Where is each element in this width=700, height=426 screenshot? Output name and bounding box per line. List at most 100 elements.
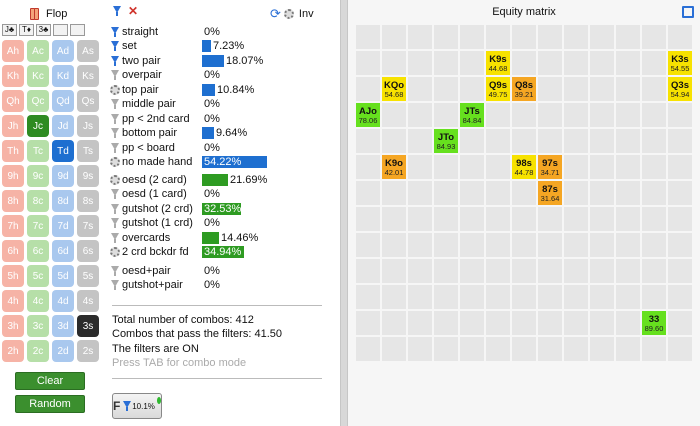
matrix-cell-empty[interactable]: [642, 233, 666, 257]
matrix-cell-empty[interactable]: [486, 103, 510, 127]
matrix-cell-empty[interactable]: [356, 259, 380, 283]
card-Kd[interactable]: Kd: [52, 65, 74, 87]
matrix-cell-empty[interactable]: [590, 129, 614, 153]
matrix-cell-empty[interactable]: [486, 155, 510, 179]
matrix-cell-empty[interactable]: [590, 337, 614, 361]
matrix-cell-empty[interactable]: [616, 77, 640, 101]
filter-row[interactable]: pp < 2nd card 0%: [110, 112, 330, 125]
matrix-cell-empty[interactable]: [564, 103, 588, 127]
matrix-cell-empty[interactable]: [642, 181, 666, 205]
card-Tc[interactable]: Tc: [27, 140, 49, 162]
card-6d[interactable]: 6d: [52, 240, 74, 262]
matrix-cell-empty[interactable]: [460, 207, 484, 231]
matrix-cell-AJo[interactable]: AJo 78.06: [356, 103, 380, 127]
card-Ts[interactable]: Ts: [77, 140, 99, 162]
matrix-cell-empty[interactable]: [564, 207, 588, 231]
matrix-cell-empty[interactable]: [382, 259, 406, 283]
matrix-cell-empty[interactable]: [616, 207, 640, 231]
funnel-gray-icon[interactable]: [110, 232, 120, 243]
matrix-cell-empty[interactable]: [590, 311, 614, 335]
card-Td[interactable]: Td: [52, 140, 74, 162]
matrix-cell-empty[interactable]: [382, 51, 406, 75]
matrix-cell-empty[interactable]: [356, 311, 380, 335]
card-8d[interactable]: 8d: [52, 190, 74, 212]
matrix-cell-empty[interactable]: [460, 51, 484, 75]
board-card-slot[interactable]: [53, 24, 68, 36]
card-Qc[interactable]: Qc: [27, 90, 49, 112]
matrix-cell-empty[interactable]: [564, 311, 588, 335]
matrix-cell-empty[interactable]: [590, 259, 614, 283]
matrix-cell-empty[interactable]: [512, 233, 536, 257]
filter-row[interactable]: gutshot+pair 0%: [110, 279, 330, 292]
random-button[interactable]: Random: [15, 395, 85, 413]
card-5c[interactable]: 5c: [27, 265, 49, 287]
matrix-cell-97s[interactable]: 97s 34.71: [538, 155, 562, 179]
filter-mode-button[interactable]: F 10.1%: [112, 393, 162, 419]
matrix-cell-empty[interactable]: [434, 103, 458, 127]
gear-icon[interactable]: [110, 84, 120, 95]
matrix-cell-empty[interactable]: [616, 129, 640, 153]
card-2c[interactable]: 2c: [27, 340, 49, 362]
matrix-cell-empty[interactable]: [460, 337, 484, 361]
funnel-gray-icon[interactable]: [110, 99, 120, 109]
matrix-cell-empty[interactable]: [538, 103, 562, 127]
matrix-cell-empty[interactable]: [538, 25, 562, 49]
filter-row[interactable]: oesd (2 card) 21.69%: [110, 173, 330, 186]
matrix-cell-empty[interactable]: [668, 103, 692, 127]
card-5h[interactable]: 5h: [2, 265, 24, 287]
card-2d[interactable]: 2d: [52, 340, 74, 362]
filter-row[interactable]: gutshot (2 crd) 32.53%: [110, 202, 330, 215]
matrix-cell-empty[interactable]: [538, 129, 562, 153]
matrix-cell-87s[interactable]: 87s 31.64: [538, 181, 562, 205]
matrix-cell-empty[interactable]: [356, 25, 380, 49]
card-Kc[interactable]: Kc: [27, 65, 49, 87]
matrix-cell-empty[interactable]: [590, 181, 614, 205]
close-icon[interactable]: ✕: [128, 4, 139, 18]
funnel-gray-icon[interactable]: [110, 265, 120, 276]
filter-row[interactable]: overpair 0%: [110, 69, 330, 82]
matrix-cell-empty[interactable]: [642, 77, 666, 101]
card-5s[interactable]: 5s: [77, 265, 99, 287]
card-Qh[interactable]: Qh: [2, 90, 24, 112]
matrix-cell-empty[interactable]: [616, 259, 640, 283]
filter-row[interactable]: gutshot (1 crd) 0%: [110, 217, 330, 230]
matrix-cell-empty[interactable]: [512, 25, 536, 49]
matrix-cell-empty[interactable]: [512, 51, 536, 75]
matrix-cell-empty[interactable]: [590, 233, 614, 257]
matrix-cell-empty[interactable]: [408, 51, 432, 75]
matrix-cell-empty[interactable]: [512, 285, 536, 309]
card-Qd[interactable]: Qd: [52, 90, 74, 112]
matrix-cell-empty[interactable]: [356, 77, 380, 101]
matrix-cell-empty[interactable]: [668, 285, 692, 309]
filters-on-text[interactable]: The filters are ON: [112, 343, 199, 355]
card-2h[interactable]: 2h: [2, 340, 24, 362]
matrix-cell-empty[interactable]: [538, 311, 562, 335]
matrix-cell-empty[interactable]: [564, 77, 588, 101]
matrix-cell-empty[interactable]: [616, 311, 640, 335]
card-8s[interactable]: 8s: [77, 190, 99, 212]
card-8c[interactable]: 8c: [27, 190, 49, 212]
matrix-cell-empty[interactable]: [356, 181, 380, 205]
refresh-icon[interactable]: ⟳: [270, 6, 281, 21]
filter-row[interactable]: straight 0%: [110, 25, 330, 38]
matrix-cell-empty[interactable]: [668, 233, 692, 257]
card-5d[interactable]: 5d: [52, 265, 74, 287]
matrix-cell-empty[interactable]: [564, 25, 588, 49]
clear-button[interactable]: Clear: [15, 372, 85, 390]
funnel-gray-icon[interactable]: [110, 142, 120, 153]
matrix-cell-empty[interactable]: [434, 207, 458, 231]
matrix-cell-empty[interactable]: [434, 51, 458, 75]
card-3c[interactable]: 3c: [27, 315, 49, 337]
matrix-cell-empty[interactable]: [564, 51, 588, 75]
panel-splitter[interactable]: [340, 0, 348, 426]
matrix-cell-empty[interactable]: [512, 181, 536, 205]
matrix-cell-empty[interactable]: [434, 181, 458, 205]
matrix-cell-empty[interactable]: [538, 285, 562, 309]
matrix-cell-empty[interactable]: [590, 77, 614, 101]
matrix-cell-empty[interactable]: [382, 129, 406, 153]
funnel-blue-icon[interactable]: [110, 55, 120, 66]
matrix-cell-empty[interactable]: [460, 181, 484, 205]
matrix-cell-empty[interactable]: [356, 155, 380, 179]
matrix-cell-empty[interactable]: [460, 233, 484, 257]
card-Jc[interactable]: Jc: [27, 115, 49, 137]
